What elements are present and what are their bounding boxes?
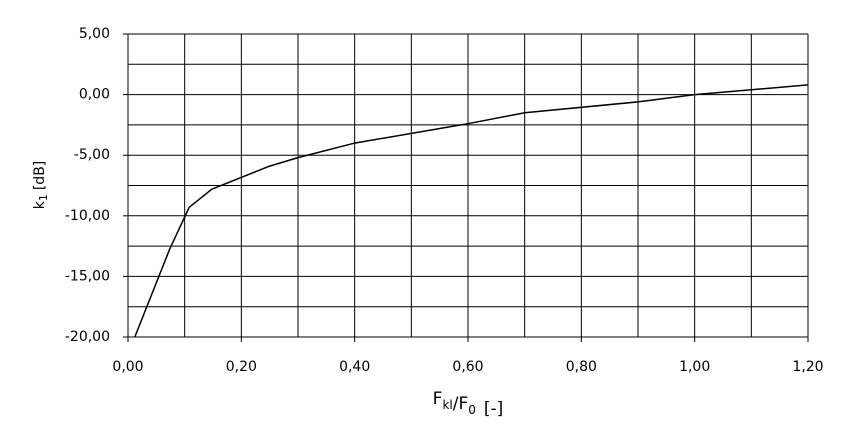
x-tick-label: 1,20 [792, 359, 823, 375]
y-tick-label: -5,00 [74, 147, 110, 163]
x-label-part: F [433, 389, 443, 409]
y-tick-label: 0,00 [79, 87, 110, 103]
x-tick-label: 0,40 [339, 359, 370, 375]
x-label-sub: 0 [468, 403, 476, 417]
x-tick-label: 0,20 [226, 359, 257, 375]
y-tick-label: 5,00 [79, 26, 110, 42]
y-axis-label: k1 [dB] [32, 161, 50, 210]
data-line [134, 84, 809, 338]
x-label-sub: kl [442, 398, 452, 412]
x-axis-label: Fkl/F0 [-] [433, 389, 504, 419]
x-tick-label: 0,80 [566, 359, 597, 375]
x-tick-label: 0,00 [112, 359, 143, 375]
y-tick-label: -15,00 [65, 268, 110, 284]
y-label-unit: [dB] [32, 161, 48, 190]
y-tick-label: -20,00 [65, 329, 110, 345]
x-label-part: /F [453, 394, 469, 414]
x-label-part: [-] [484, 399, 503, 419]
y-label-sub: 1 [37, 194, 50, 201]
x-tick-label: 1,00 [679, 359, 710, 375]
x-tick-label: 0,60 [452, 359, 483, 375]
y-tick-label: -10,00 [65, 208, 110, 224]
y-label-main: k [32, 200, 48, 209]
